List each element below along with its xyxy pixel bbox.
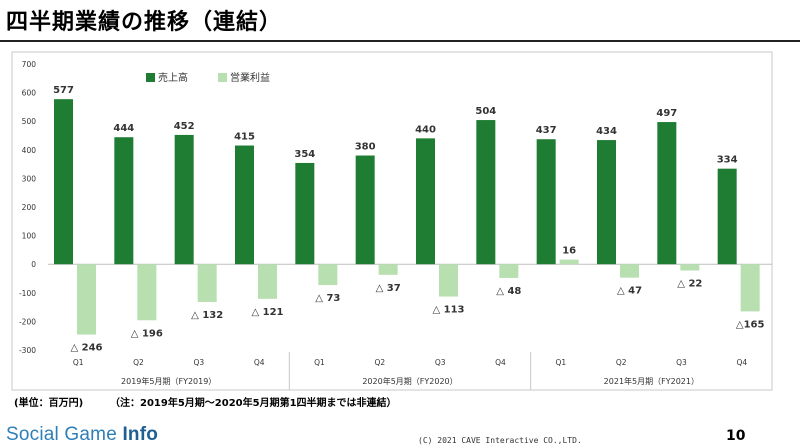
operating-profit-bar (318, 264, 338, 286)
y-tick-label: 100 (22, 232, 37, 241)
x-tick-label: Q2 (133, 358, 144, 367)
logo-text-bold: Info (122, 424, 159, 445)
sales-bar (717, 168, 737, 265)
sales-bar (476, 120, 496, 265)
sales-bar (355, 155, 375, 265)
x-tick-label: Q3 (676, 358, 687, 367)
footnote: （注：2019年5月期～2020年5月期第1四半期までは非連結） (110, 398, 397, 409)
x-tick-label: Q3 (193, 358, 204, 367)
legend-swatch-operating-profit (218, 73, 227, 82)
fiscal-year-label: 2021年5月期（FY2021） (604, 376, 699, 386)
y-tick-label: 0 (31, 260, 36, 269)
operating-profit-data-label: △ 73 (315, 293, 340, 304)
operating-profit-data-label: △ 121 (251, 307, 283, 318)
sales-data-label: 415 (234, 132, 255, 143)
sales-data-label: 497 (656, 108, 677, 119)
plot-frame (11, 51, 773, 391)
operating-profit-bar (620, 264, 639, 278)
operating-profit-data-label: △ 113 (432, 305, 464, 316)
x-tick-label: Q1 (314, 358, 325, 367)
operating-profit-data-label: △ 246 (70, 343, 102, 354)
operating-profit-bar (559, 259, 579, 265)
copyright: (C) 2021 CAVE Interactive CO.,LTD. (418, 436, 582, 445)
fiscal-year-label: 2020年5月期（FY2020） (362, 376, 457, 386)
slide-title: 四半期業績の推移（連結） (6, 10, 283, 35)
y-tick-label: 700 (22, 60, 37, 69)
operating-profit-data-label: △ 47 (617, 286, 642, 297)
operating-profit-bar (740, 264, 760, 312)
operating-profit-bar (499, 264, 519, 278)
sales-data-label: 452 (174, 121, 195, 132)
quarterly-results-chart: -300 -200 -100 0 100 200 300 400 500 600 700 577 △ 2… (11, 51, 773, 391)
sales-bar (174, 134, 194, 265)
x-tick-label: Q2 (616, 358, 627, 367)
operating-profit-bar (680, 264, 700, 271)
sales-data-label: 444 (113, 123, 134, 134)
operating-profit-data-label: 16 (562, 246, 576, 257)
operating-profit-bar (137, 264, 157, 321)
operating-profit-data-label: △ 37 (376, 283, 401, 294)
operating-profit-data-label: △ 48 (496, 286, 521, 297)
y-tick-label: 300 (22, 174, 37, 183)
y-tick-label: 200 (22, 203, 37, 212)
x-tick-label: Q1 (73, 358, 84, 367)
sales-bar (657, 122, 677, 265)
operating-profit-data-label: △ 132 (191, 310, 223, 321)
operating-profit-data-label: △ 22 (677, 278, 702, 289)
sales-data-label: 434 (596, 126, 617, 137)
x-tick-label: Q4 (736, 358, 747, 367)
y-tick-label: 600 (22, 89, 37, 98)
fiscal-year-label: 2019年5月期（FY2019） (121, 376, 216, 386)
sales-bar (536, 139, 556, 265)
y-tick-label: 400 (22, 146, 37, 155)
logo-text: Social Game (6, 424, 123, 445)
operating-profit-bar (197, 264, 217, 302)
sales-bar (114, 137, 134, 265)
sales-bar (416, 138, 435, 265)
sales-data-label: 577 (53, 85, 74, 96)
sales-bar (295, 162, 315, 265)
social-game-info-logo: Social Game Info (6, 424, 158, 446)
x-tick-label: Q4 (254, 358, 265, 367)
page-number: 10 (726, 428, 746, 444)
sales-data-label: 334 (717, 155, 738, 166)
sales-data-label: 440 (415, 124, 436, 135)
sales-data-label: 354 (294, 149, 315, 160)
x-tick-label: Q4 (495, 358, 506, 367)
sales-bar (54, 99, 73, 265)
operating-profit-bar (378, 264, 398, 275)
title-divider (0, 40, 800, 42)
y-tick-label: -300 (19, 346, 36, 355)
y-tick-label: 500 (22, 117, 37, 126)
operating-profit-bar (77, 264, 96, 335)
sales-data-label: 380 (355, 142, 376, 153)
sales-bar (597, 140, 616, 265)
y-tick-label: -100 (19, 289, 36, 298)
sales-bar (235, 145, 254, 265)
operating-profit-bar (439, 264, 458, 297)
operating-profit-bar (258, 264, 277, 299)
x-tick-label: Q3 (435, 358, 446, 367)
y-tick-label: -200 (19, 317, 36, 326)
sales-data-label: 437 (536, 125, 557, 136)
legend-label-sales: 売上高 (158, 71, 188, 84)
operating-profit-data-label: △165 (736, 319, 765, 330)
x-tick-label: Q1 (555, 358, 566, 367)
operating-profit-data-label: △ 196 (131, 328, 163, 339)
legend-label-operating-profit: 営業利益 (230, 71, 270, 84)
unit-note: (単位：百万円) (14, 398, 84, 409)
sales-data-label: 504 (475, 106, 496, 117)
legend-swatch-sales (146, 73, 155, 82)
x-tick-label: Q2 (374, 358, 385, 367)
